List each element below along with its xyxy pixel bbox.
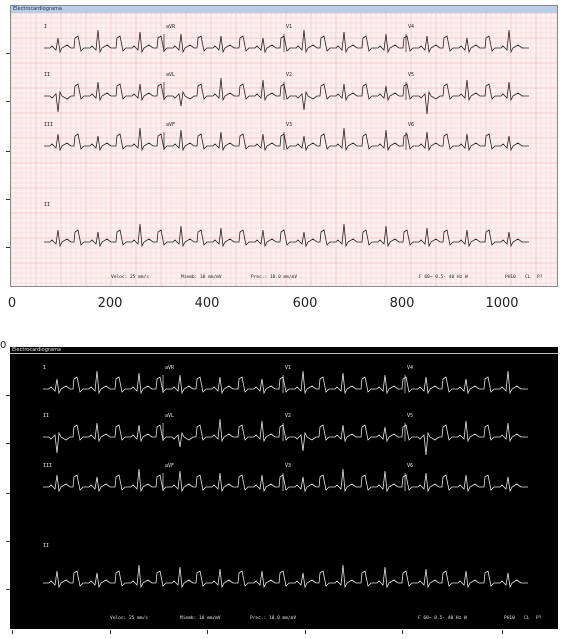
lead-label: aVF — [166, 122, 175, 128]
lead-label: V2 — [285, 413, 291, 419]
y-tick — [6, 541, 10, 542]
lead-label: V6 — [408, 122, 414, 128]
y-tick — [6, 589, 10, 590]
lead-label: V6 — [407, 463, 413, 469]
footer-text-4: PH10 — [505, 274, 516, 280]
footer-text-4: PH10 — [504, 615, 515, 621]
footer-text-1: Miemb: 10 mm/mV — [180, 615, 221, 621]
ecg-trace-row-2 — [43, 418, 528, 456]
lead-label: V3 — [285, 463, 291, 469]
lead-label: V4 — [408, 24, 414, 30]
footer-text-0: Veloc: 25 mm/s — [110, 615, 148, 621]
ecg-trace-rhythm — [44, 223, 529, 248]
lead-label: aVR — [165, 365, 175, 371]
footer-text-3: F 60~ 0.5- 40 Hz W — [418, 615, 467, 621]
window-title-light: Electrocardiograma — [11, 6, 557, 13]
x-tick — [12, 630, 13, 634]
footer-text-0: Veloc: 25 mm/s — [111, 274, 149, 280]
footer-text-3: F 60~ 0.5- 40 Hz W — [419, 274, 468, 280]
y-tick — [6, 199, 10, 200]
y-tick — [6, 493, 10, 494]
x-tick-label: 1000 — [485, 296, 519, 311]
lead-label: II — [44, 72, 50, 78]
lead-label: V1 — [285, 365, 291, 371]
ecg-trace-rhythm — [43, 564, 528, 589]
ecg-trace-row-1 — [43, 370, 528, 395]
y-tick — [6, 151, 10, 152]
lead-label: aVL — [166, 72, 175, 78]
lead-label: III — [43, 463, 52, 469]
lead-label: V4 — [407, 365, 413, 371]
y-tick — [6, 101, 10, 102]
x-tick-label: 200 — [97, 296, 123, 311]
lead-label: aVR — [166, 24, 176, 30]
y-tick — [6, 53, 10, 54]
lead-label: V5 — [408, 72, 414, 78]
axis-fragment: 0 — [0, 340, 7, 351]
lead-label: aVL — [165, 413, 174, 419]
x-tick-label: 0 — [7, 296, 17, 311]
x-tick — [110, 630, 111, 634]
lead-label: II — [44, 202, 50, 208]
footer-text-5: CL — [525, 274, 531, 280]
lead-label: V1 — [286, 24, 292, 30]
footer-text-6: P? — [536, 615, 542, 621]
lead-label: V3 — [286, 122, 292, 128]
y-tick — [6, 443, 10, 444]
window-title-dark: Electrocardiograma — [10, 347, 558, 354]
footer-text-5: CL — [524, 615, 530, 621]
y-tick — [6, 395, 10, 396]
x-tick — [207, 630, 208, 634]
lead-label: II — [43, 543, 49, 549]
lead-label: II — [43, 413, 49, 419]
lead-label: I — [43, 365, 46, 371]
x-tick — [402, 630, 403, 634]
ecg-trace-row-3 — [43, 468, 528, 493]
footer-text-1: Miemb: 10 mm/mV — [181, 274, 222, 280]
footer-text-2: Prec.: 10.0 mm/mV — [250, 615, 296, 621]
x-tick — [305, 630, 306, 634]
lead-label: III — [44, 122, 53, 128]
footer-text-6: P? — [537, 274, 543, 280]
footer-text-2: Prec.: 10.0 mm/mV — [251, 274, 297, 280]
x-tick-label: 800 — [389, 296, 415, 311]
x-tick — [502, 630, 503, 634]
lead-label: V5 — [407, 413, 413, 419]
lead-label: V2 — [286, 72, 292, 78]
x-tick-label: 600 — [292, 296, 318, 311]
y-tick — [6, 247, 10, 248]
lead-label: I — [44, 24, 47, 30]
x-tick-label: 400 — [194, 296, 220, 311]
lead-label: aVF — [165, 463, 174, 469]
